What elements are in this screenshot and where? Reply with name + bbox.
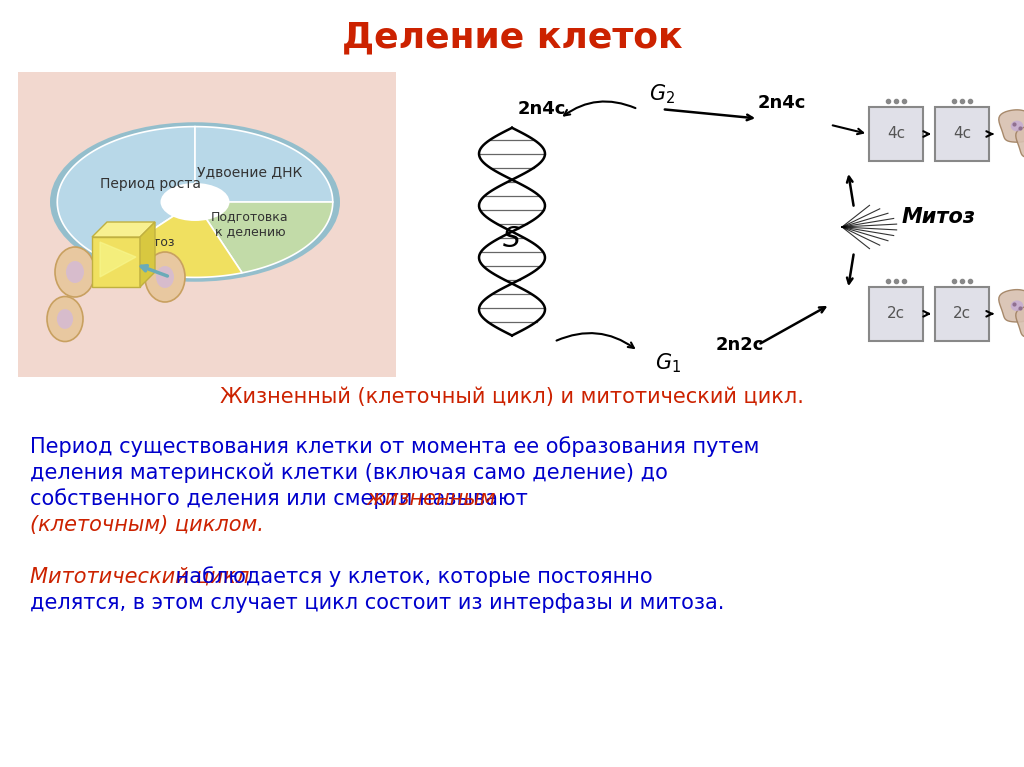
Polygon shape bbox=[106, 202, 242, 278]
Polygon shape bbox=[998, 290, 1024, 322]
Text: 2c: 2c bbox=[887, 306, 905, 321]
FancyBboxPatch shape bbox=[935, 107, 989, 161]
Text: жизненным: жизненным bbox=[367, 489, 496, 509]
Ellipse shape bbox=[145, 252, 185, 302]
Text: Период существования клетки от момента ее образования путем: Период существования клетки от момента е… bbox=[30, 436, 760, 457]
Ellipse shape bbox=[161, 183, 229, 221]
Text: наблюдается у клеток, которые постоянно: наблюдается у клеток, которые постоянно bbox=[169, 567, 653, 588]
Polygon shape bbox=[92, 237, 140, 287]
Polygon shape bbox=[140, 222, 155, 287]
Text: S: S bbox=[503, 225, 521, 253]
Text: $G_2$: $G_2$ bbox=[649, 82, 675, 106]
Ellipse shape bbox=[47, 297, 83, 341]
Ellipse shape bbox=[1011, 120, 1023, 131]
FancyBboxPatch shape bbox=[869, 107, 923, 161]
Text: делятся, в этом случает цикл состоит из интерфазы и митоза.: делятся, в этом случает цикл состоит из … bbox=[30, 593, 724, 613]
Polygon shape bbox=[195, 127, 333, 202]
Text: 2c: 2c bbox=[953, 306, 971, 321]
Text: Митотический цикл: Митотический цикл bbox=[30, 567, 250, 587]
Ellipse shape bbox=[57, 309, 73, 329]
Text: деления материнской клетки (включая само деление) до: деления материнской клетки (включая само… bbox=[30, 463, 668, 483]
Text: Подготовка
к делению: Подготовка к делению bbox=[211, 210, 289, 238]
Text: Период роста: Период роста bbox=[99, 177, 201, 191]
Polygon shape bbox=[195, 202, 333, 273]
FancyBboxPatch shape bbox=[18, 72, 396, 377]
Text: собственного деления или смерти называют: собственного деления или смерти называют bbox=[30, 489, 535, 509]
FancyBboxPatch shape bbox=[869, 287, 923, 341]
Polygon shape bbox=[1016, 126, 1024, 158]
Text: 2n4c: 2n4c bbox=[518, 100, 566, 118]
Polygon shape bbox=[1016, 305, 1024, 338]
Ellipse shape bbox=[1011, 301, 1023, 311]
Text: (клеточным) циклом.: (клеточным) циклом. bbox=[30, 515, 264, 535]
Text: 4c: 4c bbox=[953, 127, 971, 141]
Polygon shape bbox=[998, 110, 1024, 142]
Text: $G_1$: $G_1$ bbox=[655, 351, 681, 375]
Polygon shape bbox=[100, 242, 136, 277]
Ellipse shape bbox=[50, 122, 340, 281]
Text: Удвоение ДНК: Удвоение ДНК bbox=[198, 165, 303, 179]
Ellipse shape bbox=[80, 139, 310, 265]
Ellipse shape bbox=[55, 247, 95, 297]
Text: 4c: 4c bbox=[887, 127, 905, 141]
Text: 2n4c: 2n4c bbox=[758, 94, 806, 112]
Ellipse shape bbox=[66, 261, 84, 283]
Text: Жизненный (клеточный цикл) и митотический цикл.: Жизненный (клеточный цикл) и митотически… bbox=[220, 387, 804, 407]
Polygon shape bbox=[92, 222, 155, 237]
Text: 2n2c: 2n2c bbox=[716, 336, 764, 354]
Text: Деление клеток: Деление клеток bbox=[342, 20, 682, 54]
Text: Митоз: Митоз bbox=[135, 235, 175, 249]
Text: Митоз: Митоз bbox=[902, 207, 976, 227]
Ellipse shape bbox=[156, 266, 174, 288]
Polygon shape bbox=[57, 127, 195, 260]
FancyBboxPatch shape bbox=[935, 287, 989, 341]
